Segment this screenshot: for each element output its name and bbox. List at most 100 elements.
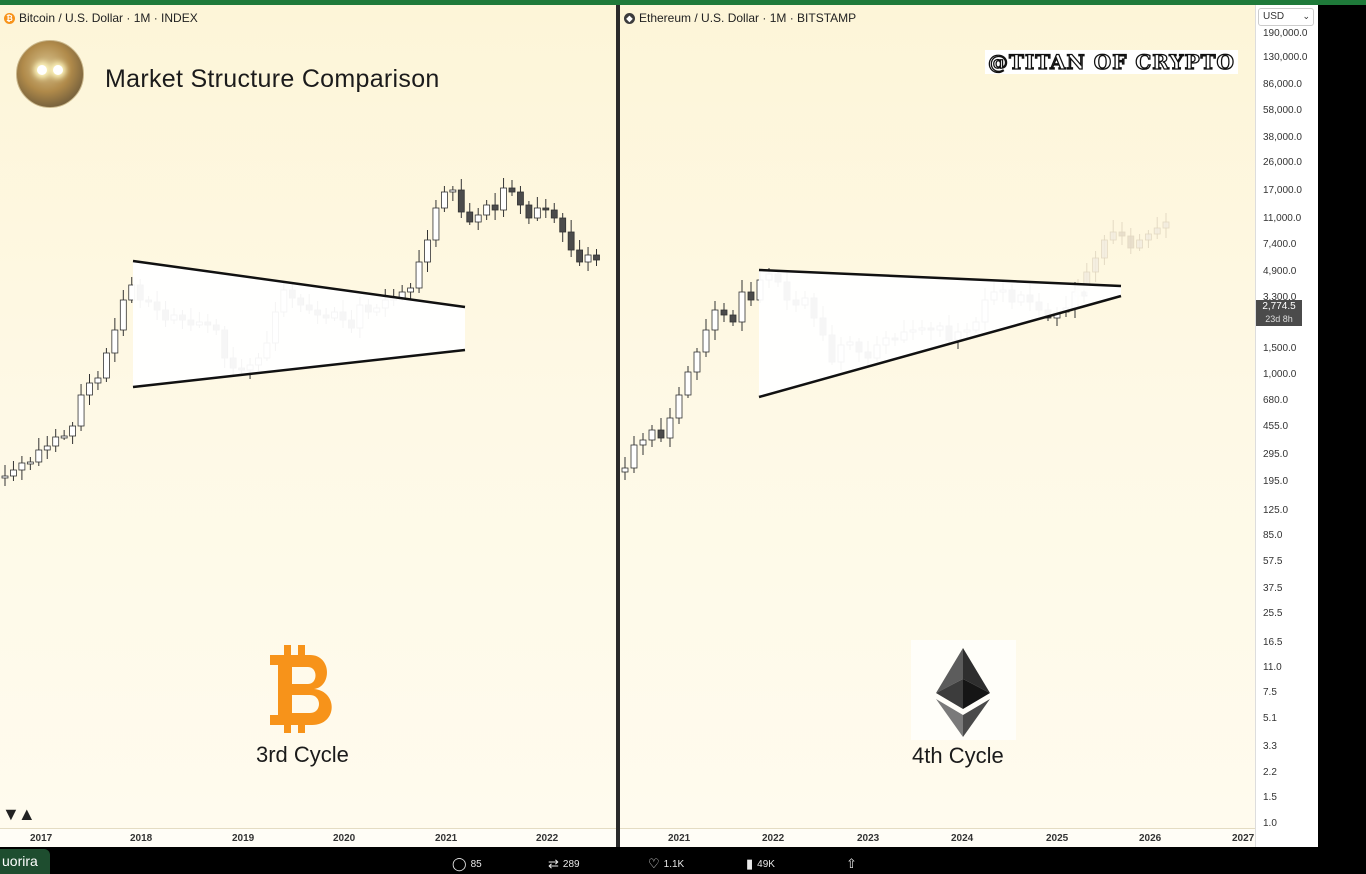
btc-candle: [542, 207, 550, 211]
btc-header-text: Bitcoin / U.S. Dollar · 1M · INDEX: [19, 11, 198, 25]
eth-time-tick: 2021: [668, 833, 691, 844]
btc-chart-header: ₿ Bitcoin / U.S. Dollar · 1M · INDEX: [4, 11, 198, 25]
price-axis[interactable]: [1255, 5, 1318, 847]
price-axis-label: 17,000.0: [1263, 185, 1302, 196]
btc-candle: [567, 231, 575, 251]
price-axis-label: 57.5: [1263, 556, 1283, 567]
eth-cycle-label: 4th Cycle: [912, 743, 1004, 768]
repost-icon: ⇄: [548, 856, 559, 871]
btc-candle: [111, 329, 119, 354]
like-count: 1.1K: [663, 858, 685, 870]
views-button[interactable]: ▮ 49K: [746, 856, 775, 872]
repost-count: 289: [562, 858, 580, 870]
price-axis-label: 11,000.0: [1263, 213, 1302, 224]
btc-candle: [491, 204, 499, 211]
comment-icon: ◯: [452, 856, 467, 871]
eth-projection-candle: [1136, 239, 1143, 249]
avatar-eye: [37, 65, 47, 75]
eth-time-tick: 2024: [951, 833, 974, 844]
btc-time-tick: 2022: [536, 833, 559, 844]
bottom-user-tab[interactable]: uorira: [0, 849, 50, 874]
tradingview-logo-icon: ▼▲: [2, 804, 36, 824]
author-avatar: [16, 40, 84, 108]
btc-candle: [43, 445, 51, 451]
btc-candle: [94, 377, 102, 384]
eth-projection-candle: [1153, 227, 1161, 235]
btc-triangle-upper-line: [132, 259, 466, 309]
repost-button[interactable]: ⇄ 289: [548, 856, 580, 872]
price-axis-label: 295.0: [1263, 449, 1289, 460]
last-price-tag: 2,774.5 23d 8h: [1256, 300, 1302, 326]
eth-projection-candle: [1162, 221, 1170, 229]
btc-time-tick: 2018: [130, 833, 153, 844]
btc-time-axis[interactable]: [0, 828, 616, 848]
price-axis-label: 1,000.0: [1263, 369, 1297, 380]
share-button[interactable]: ⇧: [846, 856, 857, 872]
reply-count: 85: [470, 858, 482, 870]
btc-candle: [415, 261, 423, 289]
eth-chart-header: ◆ Ethereum / U.S. Dollar · 1M · BITSTAMP: [624, 11, 856, 25]
eth-candle: [747, 291, 755, 301]
share-icon: ⇧: [846, 856, 857, 871]
btc-candle: [584, 254, 592, 263]
btc-candle: [533, 207, 541, 219]
avatar-eye: [53, 65, 63, 75]
eth-time-axis[interactable]: [620, 828, 1255, 848]
eth-candle: [621, 467, 629, 473]
btc-candle: [593, 254, 600, 261]
chevron-down-icon: ⌄: [1302, 11, 1310, 21]
eth-header-text: Ethereum / U.S. Dollar · 1M · BITSTAMP: [639, 11, 857, 25]
price-axis-label: 7.5: [1263, 687, 1277, 698]
btc-candle: [26, 461, 34, 465]
price-axis-label: 16.5: [1263, 637, 1283, 648]
eth-candle: [657, 429, 665, 439]
btc-candle: [517, 191, 524, 206]
eth-candle: [684, 371, 692, 396]
btc-candle: [474, 214, 482, 223]
btc-candle: [449, 189, 457, 193]
btc-candle: [35, 449, 43, 463]
btc-time-tick: 2021: [435, 833, 458, 844]
eth-time-tick: 2027: [1232, 833, 1255, 844]
bar-chart-icon: ▮: [746, 856, 754, 871]
price-axis-label: 26,000.0: [1263, 157, 1302, 168]
eth-projection-candle: [1092, 257, 1099, 273]
currency-select[interactable]: USD ⌄: [1258, 8, 1314, 26]
panel-divider[interactable]: [616, 5, 620, 847]
eth-triangle-upper-line: [758, 268, 1122, 288]
reply-button[interactable]: ◯ 85: [452, 856, 482, 872]
btc-candle: [550, 209, 558, 219]
price-axis-label: 1.0: [1263, 818, 1277, 829]
bitcoin-logo-icon: [270, 645, 332, 733]
eth-projection-candle: [1145, 233, 1152, 241]
eth-candle: [693, 351, 701, 373]
ethereum-symbol-icon: ◆: [624, 12, 635, 24]
btc-candle: [525, 204, 533, 219]
eth-triangle-fill: [759, 270, 1121, 397]
currency-value: USD: [1263, 11, 1285, 22]
eth-candle: [729, 314, 737, 323]
last-price-value: 2,774.5: [1262, 301, 1296, 312]
eth-triangle-lower-line: [758, 294, 1122, 399]
price-axis-label: 1.5: [1263, 792, 1277, 803]
price-axis-label: 37.5: [1263, 583, 1283, 594]
btc-candle: [52, 436, 60, 447]
btc-time-tick: 2020: [333, 833, 356, 844]
price-axis-label: 86,000.0: [1263, 79, 1302, 90]
price-axis-label: 1,500.0: [1263, 343, 1297, 354]
eth-projection-candle: [1109, 231, 1117, 241]
btc-candle: [86, 382, 93, 396]
like-button[interactable]: ♡ 1.1K: [648, 856, 684, 872]
price-axis-label: 130,000.0: [1263, 52, 1308, 63]
btc-candle: [103, 352, 110, 379]
price-axis-label: 125.0: [1263, 505, 1289, 516]
heart-icon: ♡: [648, 856, 660, 871]
price-axis-label: 25.5: [1263, 608, 1283, 619]
price-axis-label: 38,000.0: [1263, 132, 1302, 143]
eth-candle: [630, 444, 638, 469]
candle-countdown: 23d 8h: [1265, 314, 1293, 324]
price-axis-label: 190,000.0: [1263, 28, 1308, 39]
eth-projection-candle: [1101, 239, 1108, 259]
btc-candle: [69, 425, 76, 437]
